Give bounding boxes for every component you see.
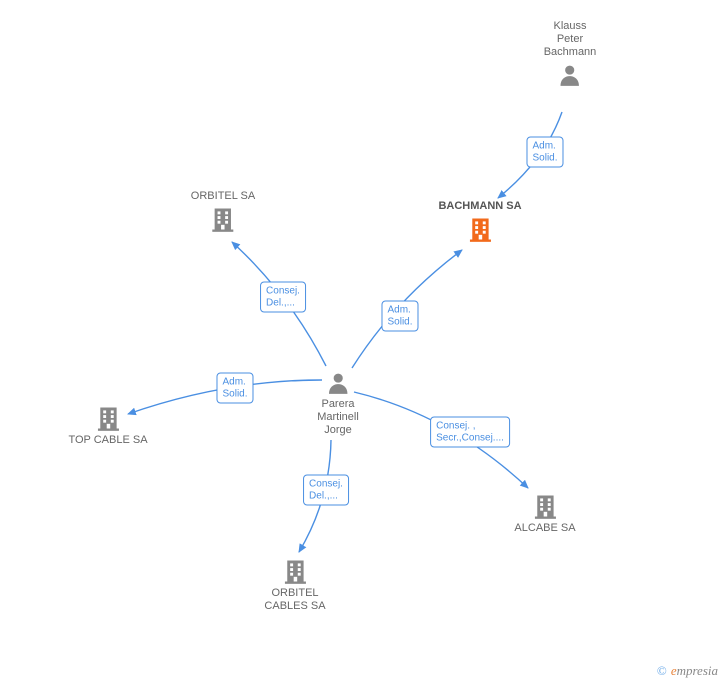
node-orbitel[interactable]: ORBITEL SA [191,190,255,235]
person-icon [317,370,359,396]
node-topcable[interactable]: TOP CABLE SA [68,402,147,447]
building-icon [264,557,325,585]
building-icon [68,404,147,432]
node-label: ALCABE SA [514,522,575,535]
edge-label-parera-topcable: Adm.Solid. [216,373,253,404]
node-bachmann[interactable]: BACHMANN SA [438,200,521,245]
node-parera[interactable]: PareraMartinellJorge [317,368,359,438]
node-label: ORBITEL SA [191,190,255,203]
building-icon [438,215,521,243]
node-orbitelcables[interactable]: ORBITELCABLES SA [264,555,325,613]
building-icon [514,492,575,520]
edge-label-parera-alcabe: Consej. ,Secr.,Consej.... [430,417,510,448]
watermark-rest: mpresia [677,663,718,678]
node-label: BACHMANN SA [438,200,521,213]
diagram-canvas: KlaussPeterBachmann BACHMANN SA ORBITEL … [0,0,728,685]
node-alcabe[interactable]: ALCABE SA [514,490,575,535]
edges-layer [0,0,728,685]
person-icon [544,62,597,88]
node-klauss[interactable]: KlaussPeterBachmann [544,20,597,90]
node-label: PareraMartinellJorge [317,398,359,438]
node-label: KlaussPeterBachmann [544,20,597,60]
node-label: TOP CABLE SA [68,434,147,447]
edge-label-klauss-bachmann: Adm.Solid. [526,137,563,168]
building-icon [191,205,255,233]
watermark: ©empresia [657,663,718,679]
watermark-copyright: © [657,663,667,678]
edge-label-parera-orbitelcables: Consej.Del.,... [303,475,349,506]
node-label: ORBITELCABLES SA [264,587,325,613]
edge-label-parera-orbitel: Consej.Del.,... [260,282,306,313]
edge-label-parera-bachmann: Adm.Solid. [381,301,418,332]
